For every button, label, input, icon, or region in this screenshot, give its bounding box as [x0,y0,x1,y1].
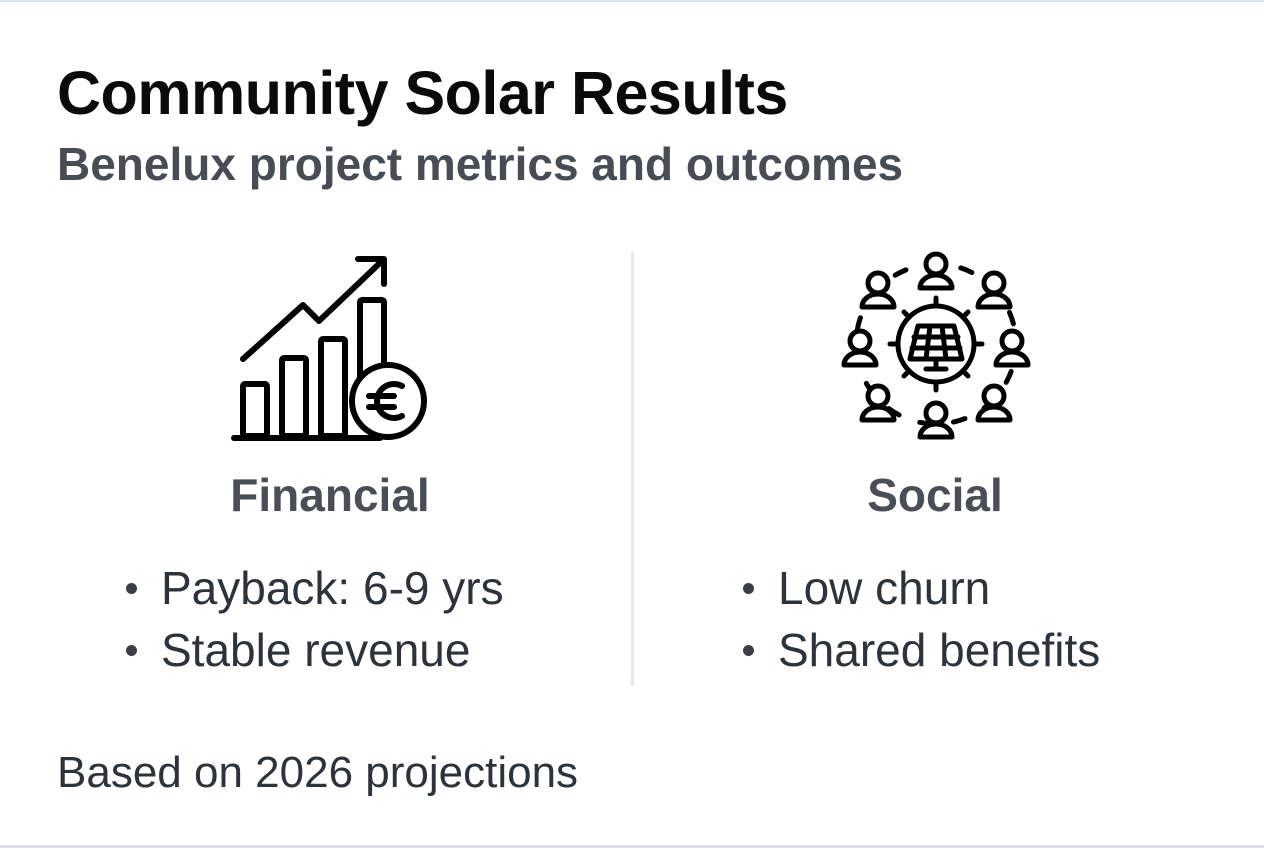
bullet-dot-icon [743,582,754,594]
slide-subtitle: Benelux project metrics and outcomes [57,138,904,190]
list-item: Low churn [743,557,1100,619]
bullet-dot-icon [126,644,137,656]
bullet-dot-icon [126,582,137,594]
financial-bullets: Payback: 6-9 yrs Stable revenue [126,557,504,681]
community-solar-network-icon [840,248,1032,445]
social-bullets: Low churn Shared benefits [743,557,1100,681]
slide-title: Community Solar Results [57,59,788,127]
list-item: Stable revenue [126,619,504,681]
growth-chart-euro-icon [230,248,430,449]
bullet-dot-icon [743,644,754,656]
list-item: Shared benefits [743,619,1100,681]
footnote: Based on 2026 projections [57,748,579,797]
column-divider [631,252,634,686]
financial-heading: Financial [230,469,430,521]
social-heading: Social [867,469,1003,521]
list-item: Payback: 6-9 yrs [126,557,504,619]
